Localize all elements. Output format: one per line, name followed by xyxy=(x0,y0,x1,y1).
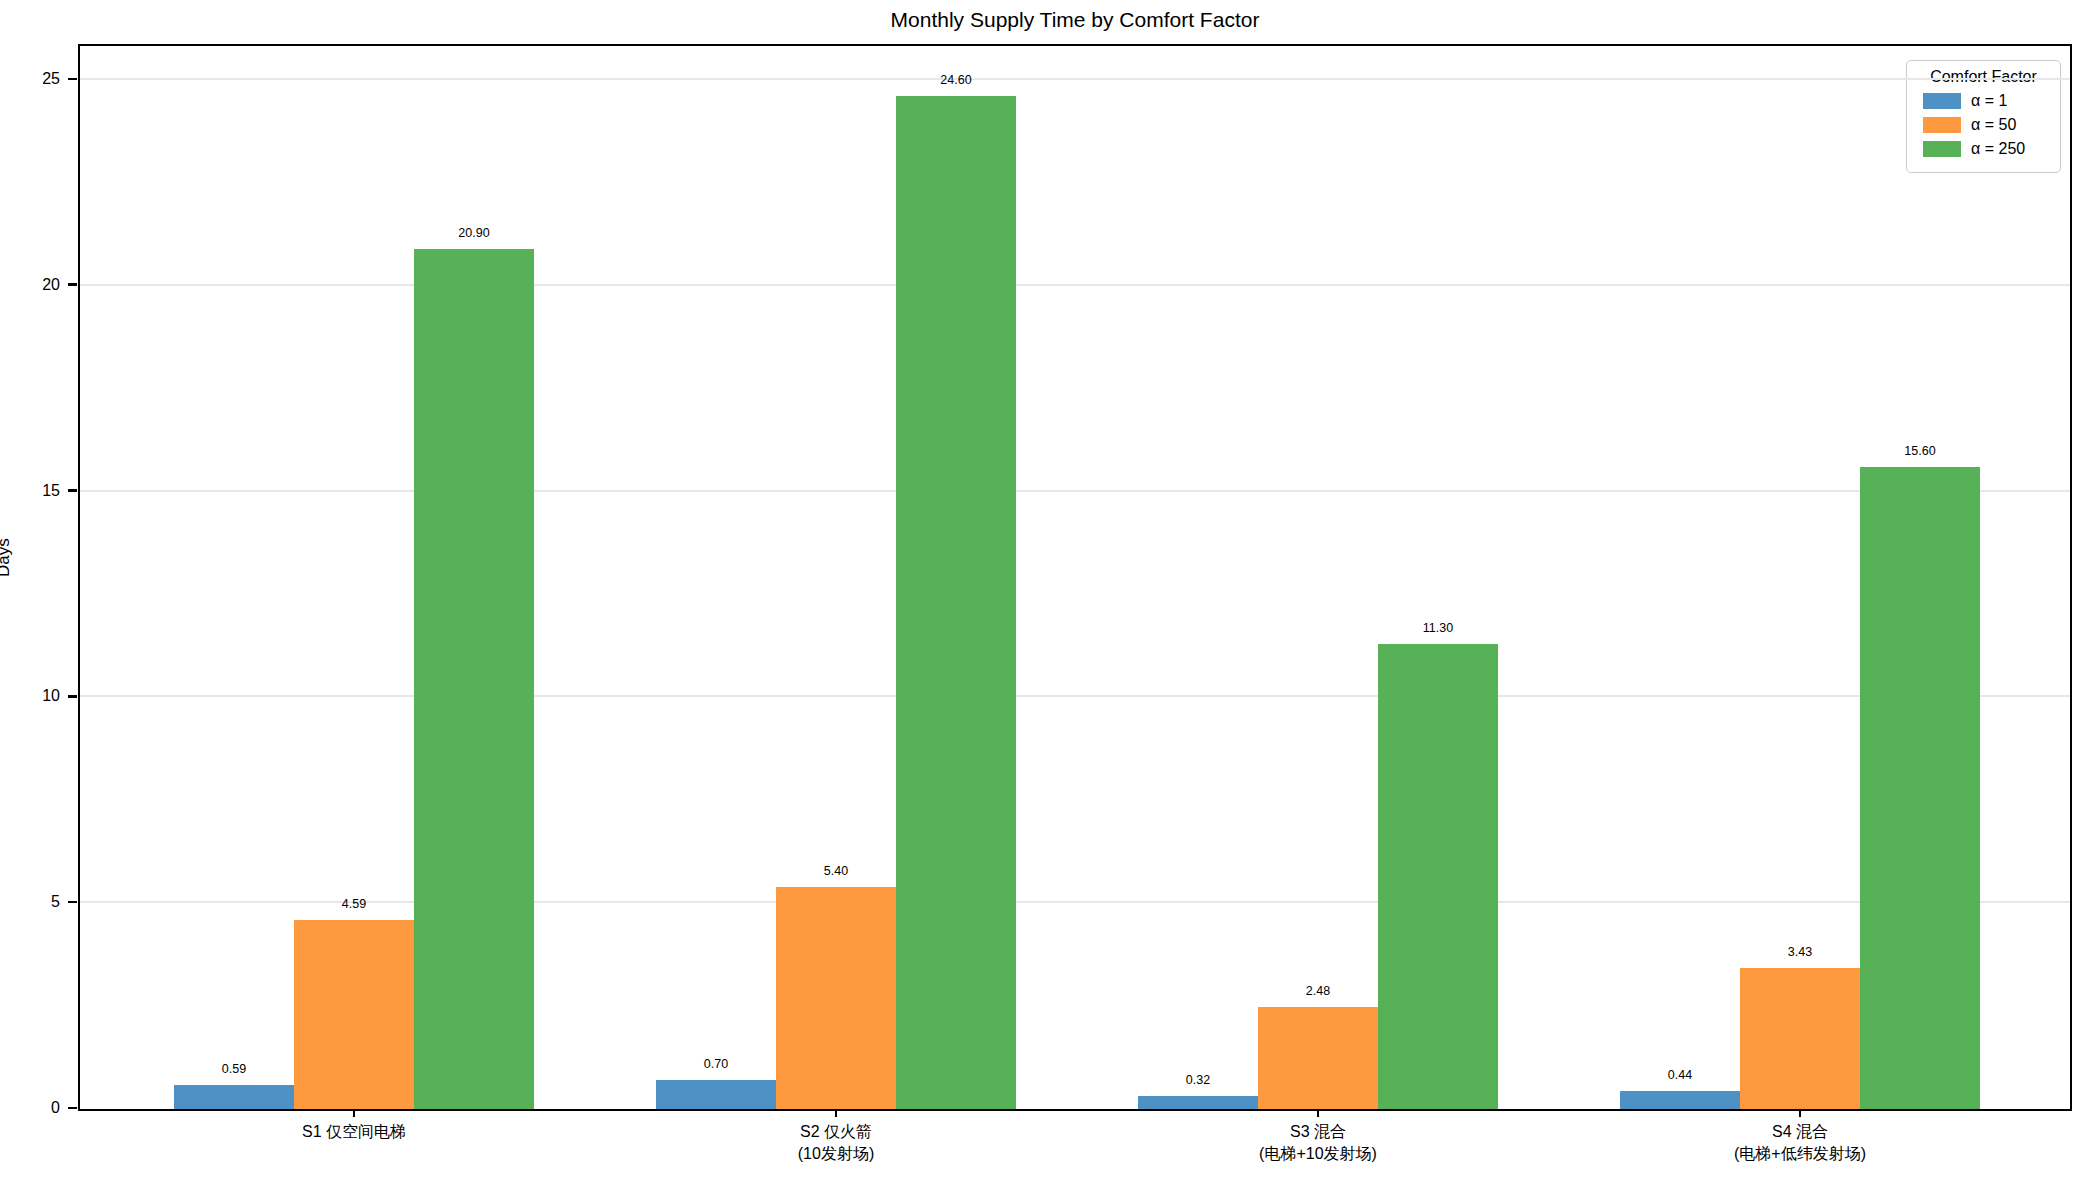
legend-entry: α = 1 xyxy=(1923,92,2050,110)
bar-value-label: 24.60 xyxy=(876,73,1036,87)
y-tick-label: 10 xyxy=(8,686,60,706)
y-tick-mark xyxy=(68,78,77,81)
y-tick-label: 25 xyxy=(8,69,60,89)
y-tick-label: 5 xyxy=(8,892,60,912)
bar-α = 250-c3 xyxy=(1378,644,1498,1109)
bar-α = 50-c1 xyxy=(294,920,414,1109)
figure: Monthly Supply Time by Comfort Factor Da… xyxy=(0,0,2085,1182)
y-tick-mark xyxy=(68,1107,77,1110)
legend-entry-label: α = 50 xyxy=(1971,116,2016,134)
y-tick-label: 15 xyxy=(8,481,60,501)
x-tick-label-line: (10发射场) xyxy=(666,1143,1006,1165)
bar-value-label: 4.59 xyxy=(274,897,434,911)
legend-entry-label: α = 1 xyxy=(1971,92,2007,110)
bar-value-label: 20.90 xyxy=(394,226,554,240)
bar-α = 250-c2 xyxy=(896,96,1016,1109)
bar-α = 50-c3 xyxy=(1258,1007,1378,1109)
bar-α = 1-c3 xyxy=(1138,1096,1258,1109)
x-tick-mark xyxy=(353,1108,356,1117)
x-tick-label: S1 仅空间电梯 xyxy=(184,1121,524,1143)
gridline-y20 xyxy=(80,284,2070,286)
x-tick-label: S4 混合(电梯+低纬发射场) xyxy=(1630,1121,1970,1164)
legend-entry: α = 50 xyxy=(1923,116,2050,134)
legend-swatch-icon xyxy=(1923,141,1961,157)
legend-entries: α = 1 α = 50 α = 250 xyxy=(1917,92,2050,158)
y-tick-label: 0 xyxy=(8,1098,60,1118)
bar-α = 1-c4 xyxy=(1620,1091,1740,1109)
legend-entry-label: α = 250 xyxy=(1971,140,2025,158)
y-tick-mark xyxy=(68,695,77,698)
chart-title: Monthly Supply Time by Comfort Factor xyxy=(78,8,2072,32)
y-tick-mark xyxy=(68,489,77,492)
x-tick-label: S3 混合(电梯+10发射场) xyxy=(1148,1121,1488,1164)
plot-area: Comfort Factor α = 1α = 50α = 250 051015… xyxy=(78,44,2072,1111)
y-tick-mark xyxy=(68,283,77,286)
gridline-y25 xyxy=(80,78,2070,80)
bar-value-label: 5.40 xyxy=(756,864,916,878)
bar-α = 250-c1 xyxy=(414,249,534,1109)
x-tick-mark xyxy=(1799,1108,1802,1117)
x-tick-label-line: (电梯+低纬发射场) xyxy=(1630,1143,1970,1165)
y-tick-label: 20 xyxy=(8,275,60,295)
bar-α = 1-c1 xyxy=(174,1085,294,1109)
gridline-y10 xyxy=(80,695,2070,697)
bar-value-label: 2.48 xyxy=(1238,984,1398,998)
y-axis-label: Days xyxy=(0,538,14,577)
x-tick-label: S2 仅火箭(10发射场) xyxy=(666,1121,1006,1164)
bar-α = 250-c4 xyxy=(1860,467,1980,1109)
x-tick-label-line: S3 混合 xyxy=(1148,1121,1488,1143)
legend-swatch-icon xyxy=(1923,93,1961,109)
bar-α = 1-c2 xyxy=(656,1080,776,1109)
bar-value-label: 3.43 xyxy=(1720,945,1880,959)
bar-value-label: 11.30 xyxy=(1358,621,1518,635)
bar-value-label: 0.44 xyxy=(1600,1068,1760,1082)
bar-value-label: 0.32 xyxy=(1118,1073,1278,1087)
bar-value-label: 15.60 xyxy=(1840,444,2000,458)
legend-swatch-icon xyxy=(1923,117,1961,133)
bar-value-label: 0.70 xyxy=(636,1057,796,1071)
x-tick-label-line: S2 仅火箭 xyxy=(666,1121,1006,1143)
bar-α = 50-c4 xyxy=(1740,968,1860,1109)
x-tick-label-line: S4 混合 xyxy=(1630,1121,1970,1143)
x-tick-label-line: S1 仅空间电梯 xyxy=(184,1121,524,1143)
bar-α = 50-c2 xyxy=(776,887,896,1109)
gridline-y15 xyxy=(80,490,2070,492)
y-tick-mark xyxy=(68,901,77,904)
legend-entry: α = 250 xyxy=(1923,140,2050,158)
x-tick-label-line: (电梯+10发射场) xyxy=(1148,1143,1488,1165)
x-tick-mark xyxy=(1317,1108,1320,1117)
x-tick-mark xyxy=(835,1108,838,1117)
bar-value-label: 0.59 xyxy=(154,1062,314,1076)
